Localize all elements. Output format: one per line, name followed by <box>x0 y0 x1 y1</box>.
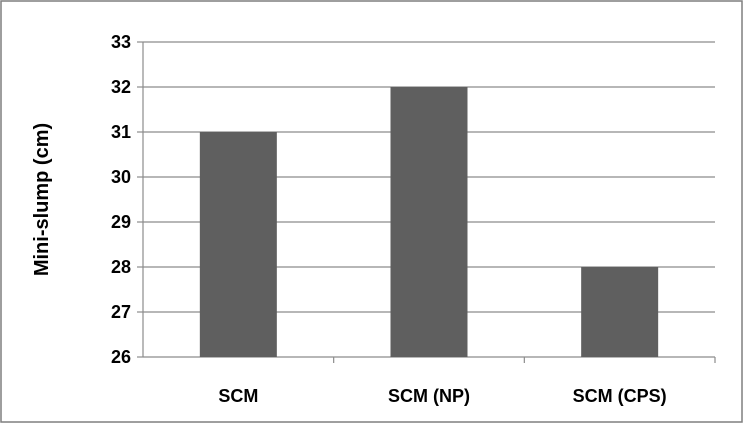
x-category-label: SCM <box>218 386 258 406</box>
bar-3 <box>581 267 659 357</box>
y-tick-label: 33 <box>111 32 131 52</box>
y-tick-label: 32 <box>111 77 131 97</box>
bar-2 <box>390 87 468 357</box>
y-tick-label: 29 <box>111 212 131 232</box>
y-tick-label: 27 <box>111 302 131 322</box>
bar-1 <box>199 132 277 357</box>
y-tick-label: 31 <box>111 122 131 142</box>
y-tick-label: 30 <box>111 167 131 187</box>
y-tick-label: 26 <box>111 347 131 367</box>
x-category-label: SCM (CPS) <box>573 386 667 406</box>
y-tick-labels: 26 27 28 29 30 31 32 33 <box>111 32 131 367</box>
axes <box>137 41 716 363</box>
bars <box>199 87 659 357</box>
x-category-label: SCM (NP) <box>388 386 470 406</box>
x-category-labels: SCM SCM (NP) SCM (CPS) <box>218 386 666 406</box>
y-tick-label: 28 <box>111 257 131 277</box>
y-axis-title: Mini-slump (cm) <box>31 123 53 276</box>
